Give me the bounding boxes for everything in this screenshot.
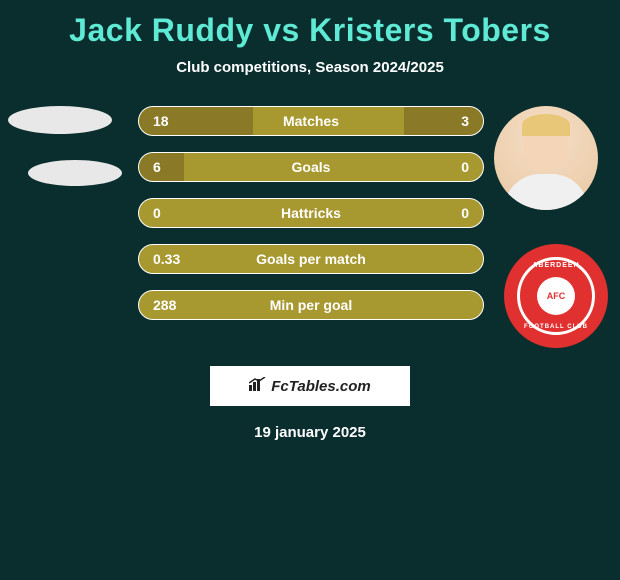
stat-label: Matches xyxy=(139,113,483,129)
stat-bars-container: 18Matches36Goals00Hattricks00.33Goals pe… xyxy=(138,106,484,336)
stat-bar-row: 288Min per goal xyxy=(138,290,484,320)
comparison-date: 19 january 2025 xyxy=(0,424,620,441)
stat-bar-row: 18Matches3 xyxy=(138,106,484,136)
stat-label: Hattricks xyxy=(139,205,483,221)
stat-value-right: 0 xyxy=(461,205,469,221)
stat-label: Goals per match xyxy=(139,251,483,267)
club-badge-center: AFC xyxy=(537,277,575,315)
stat-label: Goals xyxy=(139,159,483,175)
player-left-avatar xyxy=(8,106,112,186)
club-placeholder-shape xyxy=(28,160,122,186)
avatar-placeholder-shape xyxy=(8,106,112,134)
club-badge-ring: ABERDEEN AFC FOOTBALL CLUB xyxy=(517,257,595,335)
avatar-shoulders xyxy=(504,174,588,210)
stat-bar-row: 0.33Goals per match xyxy=(138,244,484,274)
stat-bar-row: 6Goals0 xyxy=(138,152,484,182)
comparison-subtitle: Club competitions, Season 2024/2025 xyxy=(0,59,620,76)
player-right-avatar xyxy=(494,106,598,210)
stat-bar-row: 0Hattricks0 xyxy=(138,198,484,228)
stat-value-right: 3 xyxy=(461,113,469,129)
stat-label: Min per goal xyxy=(139,297,483,313)
logo-text: FcTables.com xyxy=(271,378,370,395)
club-badge-bottom-text: FOOTBALL CLUB xyxy=(524,324,588,330)
stat-value-right: 0 xyxy=(461,159,469,175)
comparison-title: Jack Ruddy vs Kristers Tobers xyxy=(0,0,620,49)
chart-icon xyxy=(249,377,267,395)
avatar-hair xyxy=(522,114,570,136)
club-badge-top-text: ABERDEEN xyxy=(532,262,579,269)
player-right-club-badge: ABERDEEN AFC FOOTBALL CLUB xyxy=(504,244,608,348)
comparison-chart: ABERDEEN AFC FOOTBALL CLUB 18Matches3 6Go… xyxy=(0,106,620,346)
fctables-logo: FcTables.com xyxy=(210,366,410,406)
